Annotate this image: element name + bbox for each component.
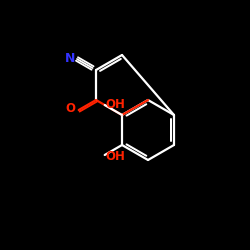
Text: OH: OH [106,98,126,110]
Text: OH: OH [106,150,126,162]
Text: N: N [64,52,75,64]
Text: O: O [66,102,76,114]
